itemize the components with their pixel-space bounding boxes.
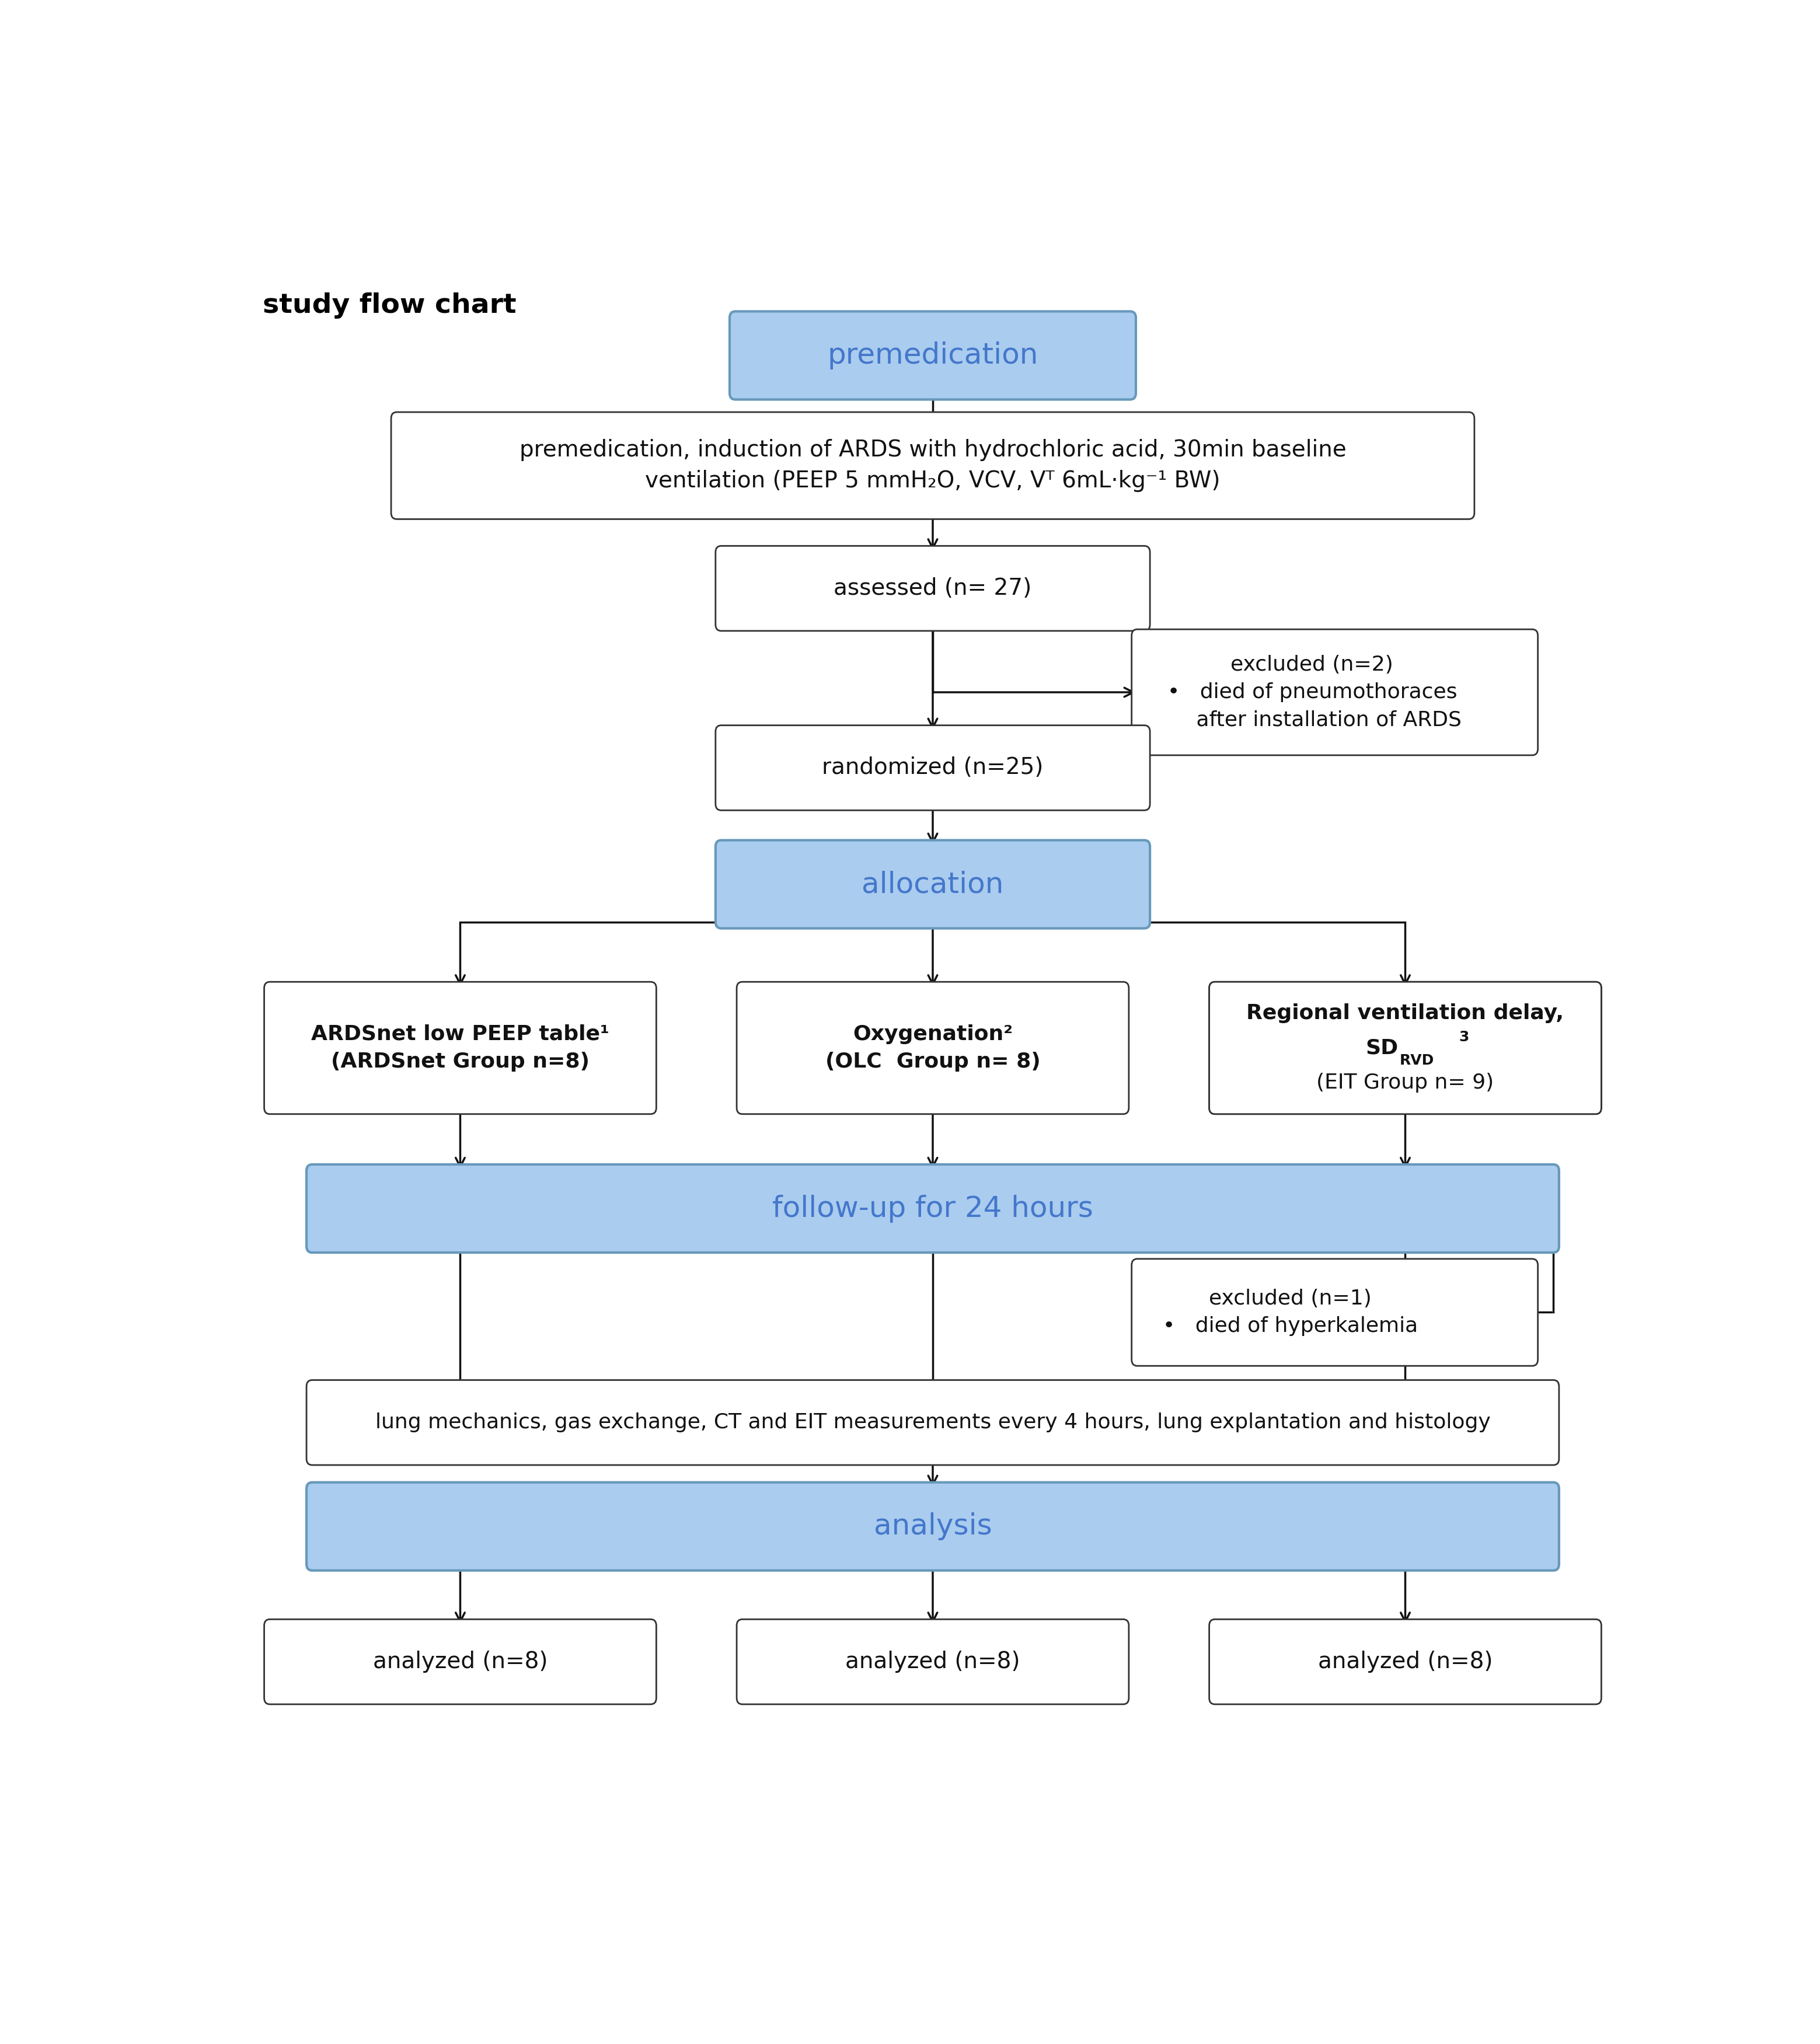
Text: excluded (n=1)
•   died of hyperkalemia: excluded (n=1) • died of hyperkalemia (1163, 1288, 1418, 1337)
FancyBboxPatch shape (1208, 981, 1602, 1114)
Text: analyzed (n=8): analyzed (n=8) (373, 1652, 548, 1672)
Text: (EIT Group n= 9): (EIT Group n= 9) (1316, 1073, 1494, 1091)
Text: analyzed (n=8): analyzed (n=8) (1318, 1652, 1492, 1672)
Text: ARDSnet low PEEP table¹
(ARDSnet Group n=8): ARDSnet low PEEP table¹ (ARDSnet Group n… (311, 1024, 610, 1071)
FancyBboxPatch shape (306, 1482, 1560, 1570)
Text: Oxygenation²
(OLC  Group n= 8): Oxygenation² (OLC Group n= 8) (824, 1024, 1041, 1071)
Text: premedication: premedication (828, 341, 1037, 370)
FancyBboxPatch shape (1208, 1619, 1602, 1705)
Text: RVD: RVD (1400, 1053, 1434, 1067)
FancyBboxPatch shape (306, 1165, 1560, 1253)
FancyBboxPatch shape (715, 726, 1150, 809)
Text: Regional ventilation delay,: Regional ventilation delay, (1247, 1004, 1563, 1024)
FancyBboxPatch shape (715, 546, 1150, 632)
FancyBboxPatch shape (1132, 630, 1538, 754)
Text: premedication, induction of ARDS with hydrochloric acid, 30min baseline
ventilat: premedication, induction of ARDS with hy… (519, 439, 1347, 493)
Text: analysis: analysis (874, 1513, 992, 1541)
FancyBboxPatch shape (715, 840, 1150, 928)
FancyBboxPatch shape (737, 1619, 1128, 1705)
FancyBboxPatch shape (730, 311, 1136, 399)
Text: study flow chart: study flow chart (262, 292, 517, 319)
Text: randomized (n=25): randomized (n=25) (823, 756, 1043, 779)
FancyBboxPatch shape (306, 1380, 1560, 1466)
Text: lung mechanics, gas exchange, CT and EIT measurements every 4 hours, lung explan: lung mechanics, gas exchange, CT and EIT… (375, 1412, 1491, 1433)
FancyBboxPatch shape (1132, 1259, 1538, 1365)
Text: 3: 3 (1460, 1030, 1469, 1044)
FancyBboxPatch shape (264, 1619, 657, 1705)
FancyBboxPatch shape (737, 981, 1128, 1114)
FancyBboxPatch shape (1208, 981, 1602, 1114)
FancyBboxPatch shape (264, 981, 657, 1114)
Text: assessed (n= 27): assessed (n= 27) (834, 576, 1032, 599)
Text: Regional ventilation delay,
SD_RVD³
(EIT Group n= 9): Regional ventilation delay, SD_RVD³ (EIT… (1247, 1010, 1563, 1085)
Text: analyzed (n=8): analyzed (n=8) (844, 1652, 1021, 1672)
Text: excluded (n=2)
•   died of pneumothoraces
     after installation of ARDS: excluded (n=2) • died of pneumothoraces … (1163, 654, 1461, 730)
Text: SD: SD (1365, 1038, 1398, 1059)
FancyBboxPatch shape (391, 413, 1474, 519)
Text: allocation: allocation (861, 871, 1005, 897)
Text: follow-up for 24 hours: follow-up for 24 hours (772, 1194, 1094, 1222)
